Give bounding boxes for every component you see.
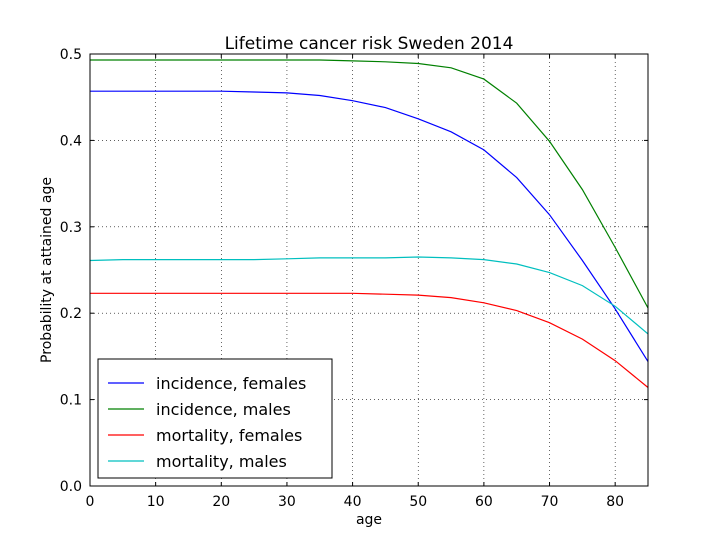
x-tick-label: 20 xyxy=(212,494,230,510)
chart-title: Lifetime cancer risk Sweden 2014 xyxy=(225,34,514,54)
legend: incidence, females incidence, males mortal… xyxy=(97,358,333,479)
legend-label: incidence, males xyxy=(156,400,291,419)
y-tick-label: 0.3 xyxy=(60,220,82,236)
y-tick-label: 0.0 xyxy=(60,479,82,495)
x-tick-label: 10 xyxy=(147,494,165,510)
plot-frame xyxy=(89,53,649,487)
series-layer xyxy=(89,59,649,388)
x-tick-label: 50 xyxy=(409,494,427,510)
y-axis-label: Probability at attained age xyxy=(39,177,55,363)
y-tick-label: 0.2 xyxy=(60,306,82,322)
series-line-2 xyxy=(90,292,649,388)
x-tick-label: 80 xyxy=(606,494,624,510)
x-axis-label: age xyxy=(356,512,382,528)
legend-label: incidence, females xyxy=(156,374,306,393)
legend-label: mortality, females xyxy=(156,426,302,445)
x-tick-label: 40 xyxy=(344,494,362,510)
legend-label: mortality, males xyxy=(156,452,287,471)
y-tick-label: 0.1 xyxy=(60,393,82,409)
series-line-3 xyxy=(89,256,649,335)
series-line-1 xyxy=(90,59,649,309)
x-tick-label: 60 xyxy=(475,494,493,510)
x-tick-label: 0 xyxy=(86,494,95,510)
series-line-0 xyxy=(90,90,649,362)
ticks: 0 10 20 30 40 50 60 70 80 0.0 0.1 0.2 0.3 0.4 0.5 xyxy=(60,47,648,510)
x-tick-label: 70 xyxy=(541,494,559,510)
x-tick-label: 30 xyxy=(278,494,296,510)
legend-box xyxy=(97,358,333,479)
y-tick-label: 0.5 xyxy=(60,47,82,63)
y-tick-label: 0.4 xyxy=(60,133,82,149)
